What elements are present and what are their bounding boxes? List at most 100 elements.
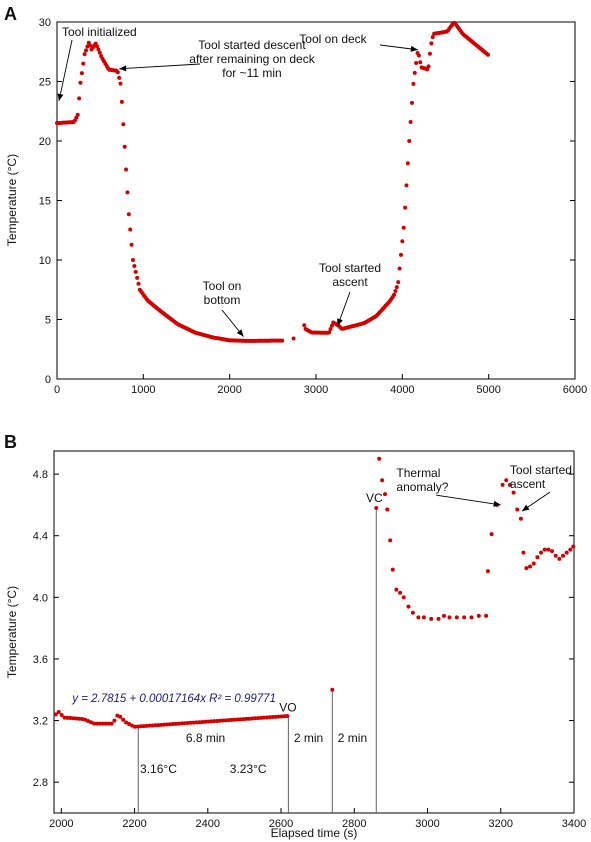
panel-a-y-axis-label: Temperature (°C) <box>5 154 19 246</box>
data-point <box>394 587 399 592</box>
arrow-head <box>236 329 244 337</box>
data-point <box>188 720 193 725</box>
data-point <box>191 720 196 725</box>
annotation-line: for ~11 min <box>222 66 281 80</box>
data-point <box>546 547 551 552</box>
data-point <box>129 242 134 247</box>
arrow-head <box>337 318 343 326</box>
annotation-line: after remaining on deck <box>189 52 315 66</box>
data-point <box>75 112 80 117</box>
data-point <box>484 613 489 618</box>
data-point <box>124 167 129 172</box>
data-point <box>528 564 533 569</box>
data-point <box>280 338 285 343</box>
panel-b-marker-lines <box>137 507 377 813</box>
panel-a-data-points <box>55 20 490 343</box>
data-point <box>97 721 102 726</box>
data-point <box>330 687 335 692</box>
regression-equation: y = 2.7815 + 0.00017164x R² = 0.99771 <box>71 693 276 705</box>
data-point <box>427 51 432 56</box>
panel-a-annotations: Tool initialized Tool started descent afte… <box>57 25 418 337</box>
data-point <box>217 718 222 723</box>
data-point <box>385 507 390 512</box>
annotation-tool-initialized: Tool initialized <box>62 25 137 39</box>
data-point <box>214 718 219 723</box>
data-point <box>476 613 481 618</box>
data-point <box>264 715 269 720</box>
data-point <box>400 239 405 244</box>
data-point <box>95 44 100 49</box>
data-point <box>518 516 523 521</box>
data-point <box>285 714 290 719</box>
data-point <box>392 292 397 297</box>
data-point <box>412 70 417 75</box>
data-point <box>203 719 208 724</box>
data-point <box>416 615 421 620</box>
annotation-line: anomaly? <box>396 480 448 494</box>
annotation-arrow <box>436 494 501 506</box>
data-point <box>279 714 284 719</box>
data-point <box>390 567 395 572</box>
panel-b-x-axis-label: Elapsed time (s) <box>271 826 358 840</box>
data-point <box>122 144 127 149</box>
data-point <box>404 183 409 188</box>
data-point <box>81 61 86 66</box>
data-point <box>94 721 99 726</box>
data-point <box>141 724 146 729</box>
panel-a-letter: A <box>4 4 17 24</box>
panel-a-x-tick-label: 3000 <box>304 384 328 396</box>
annotation-line: Thermal <box>396 466 440 480</box>
data-point <box>206 719 211 724</box>
panel-b-y-tick-label: 3.6 <box>33 654 48 666</box>
arrow-head <box>57 93 64 101</box>
panel-a-plot-frame <box>56 21 576 380</box>
data-point <box>153 723 158 728</box>
data-point <box>179 721 184 726</box>
panel-b-x-tick-label: 2200 <box>122 818 146 830</box>
data-point <box>568 547 573 552</box>
annotation-arrow <box>58 39 73 102</box>
data-point <box>410 610 415 615</box>
data-point <box>507 482 512 487</box>
data-point <box>394 285 399 290</box>
data-point <box>115 70 120 75</box>
data-point <box>223 718 228 723</box>
data-point <box>79 71 84 76</box>
data-point <box>118 81 123 86</box>
data-point <box>418 60 423 65</box>
panel-a-x-tick-label: 2000 <box>217 384 241 396</box>
data-point <box>447 615 452 620</box>
data-point <box>469 615 474 620</box>
data-point <box>117 75 122 80</box>
data-point <box>504 478 509 483</box>
data-point <box>397 266 402 271</box>
data-point <box>398 252 403 257</box>
annotation-duration-2b: 2 min <box>338 731 367 745</box>
panel-b-x-tick-label: 2400 <box>196 818 220 830</box>
data-point <box>273 714 278 719</box>
data-point <box>327 330 332 335</box>
annotation-line: Tool started <box>319 261 381 275</box>
data-point <box>96 47 101 52</box>
data-point <box>388 538 393 543</box>
data-point <box>68 716 73 721</box>
panel-b-x-tick-label: 3200 <box>489 818 513 830</box>
annotation-tool-on-bottom: Tool on bottom <box>203 279 242 307</box>
data-point <box>454 615 459 620</box>
data-point <box>135 275 140 280</box>
data-point <box>396 280 401 285</box>
data-point <box>416 53 421 58</box>
data-point <box>82 52 87 57</box>
data-point <box>182 721 187 726</box>
panel-a-y-tick-label: 20 <box>39 136 51 148</box>
panel-b-x-tick-label: 2000 <box>49 818 73 830</box>
data-point <box>401 225 406 230</box>
data-point <box>71 716 76 721</box>
annotation-temp-end: 3.23°C <box>230 762 267 776</box>
data-point <box>220 718 225 723</box>
data-point <box>130 258 135 262</box>
panel-b-y-tick-label: 2.8 <box>33 777 48 789</box>
data-point <box>150 723 155 728</box>
data-point <box>282 714 287 719</box>
annotation-tool-started-ascent-b: Tool started ascent <box>510 463 572 491</box>
